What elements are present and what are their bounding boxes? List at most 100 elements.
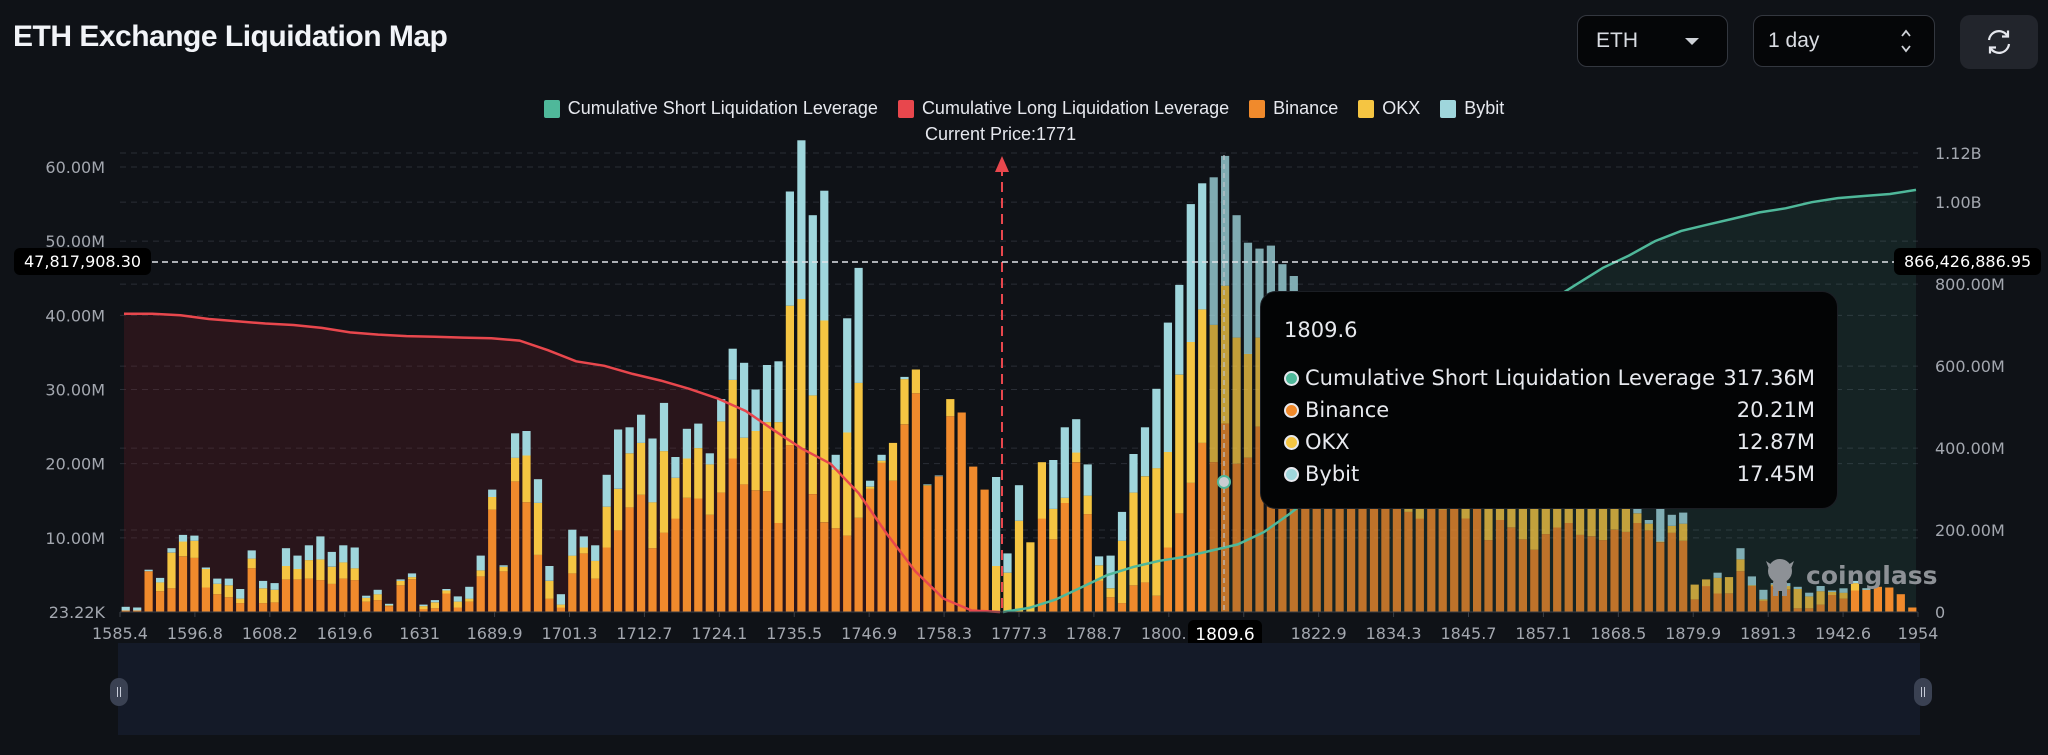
bar-binance	[1518, 539, 1527, 612]
bar-okx	[1140, 476, 1150, 583]
legend-item-long[interactable]: Cumulative Long Liquidation Leverage	[897, 98, 1230, 119]
bar-bybit	[1828, 590, 1837, 592]
bar-binance	[1175, 513, 1184, 612]
bar-binance	[1610, 529, 1619, 612]
bar-okx	[797, 299, 806, 449]
x-axis-tick: 1712.7	[616, 624, 672, 643]
bar-okx	[442, 590, 451, 594]
bar-okx	[224, 585, 233, 598]
bar-okx	[591, 560, 600, 579]
bar-bybit	[740, 362, 749, 438]
bar-binance	[488, 509, 497, 612]
bar-binance	[1782, 589, 1791, 613]
bar-okx	[453, 601, 462, 608]
bar-bybit	[671, 457, 680, 478]
bar-bybit	[1175, 284, 1184, 375]
data-zoom-slider[interactable]	[118, 643, 1920, 735]
zoom-handle-right[interactable]	[1914, 678, 1932, 706]
bar-bybit	[556, 594, 565, 605]
bar-bybit	[751, 389, 760, 431]
bar-binance	[1473, 500, 1482, 613]
bar-okx	[430, 602, 439, 609]
bar-bybit	[568, 529, 577, 556]
bar-binance	[1289, 442, 1298, 612]
bar-okx	[774, 422, 783, 523]
bar-okx	[156, 582, 165, 592]
coin-select[interactable]: ETH	[1577, 15, 1728, 67]
bar-okx	[511, 457, 520, 482]
bar-okx	[281, 566, 291, 580]
bar-binance	[316, 580, 325, 612]
bar-okx	[190, 540, 199, 558]
bar-binance	[465, 601, 474, 612]
bar-okx	[350, 568, 359, 581]
bar-okx	[1805, 596, 1814, 609]
bar-bybit	[831, 454, 840, 470]
bar-okx	[602, 506, 611, 548]
bar-binance	[533, 554, 543, 612]
bar-bybit	[682, 428, 691, 459]
bar-okx	[1072, 452, 1081, 463]
bar-binance	[1896, 594, 1905, 612]
bar-binance	[1209, 462, 1218, 612]
legend-label-long: Cumulative Long Liquidation Leverage	[921, 98, 1230, 118]
bar-bybit	[1232, 215, 1241, 338]
range-select[interactable]: 1 day	[1753, 15, 1935, 67]
left-axis-tick: 30.00M	[45, 381, 105, 400]
legend-item-okx[interactable]: OKX	[1358, 98, 1420, 119]
right-axis-tick: 1.12B	[1935, 144, 1982, 163]
bar-binance	[1404, 511, 1413, 612]
bar-binance	[362, 601, 371, 612]
bar-binance	[934, 476, 943, 612]
chart-tooltip: 1809.6 Cumulative Short Liquidation Leve…	[1260, 291, 1838, 509]
bar-binance	[740, 484, 749, 612]
refresh-button[interactable]	[1960, 15, 2038, 69]
bar-binance	[1163, 547, 1172, 612]
bar-binance	[1885, 587, 1894, 612]
bar-bybit	[1736, 548, 1745, 560]
bar-okx	[213, 583, 222, 595]
bar-bybit	[1049, 460, 1058, 509]
bar-bybit	[1209, 177, 1218, 325]
bar-okx	[1839, 592, 1848, 599]
legend-item-short[interactable]: Cumulative Short Liquidation Leverage	[543, 98, 878, 119]
bar-binance	[1072, 462, 1081, 612]
bar-bybit	[327, 551, 336, 567]
bar-binance	[178, 556, 188, 612]
bar-okx	[785, 305, 794, 446]
legend-item-bybit[interactable]: Bybit	[1440, 98, 1504, 119]
tooltip-dot-short	[1284, 370, 1299, 386]
legend-item-binance[interactable]: Binance	[1249, 98, 1338, 119]
bar-bybit	[1060, 427, 1069, 498]
tooltip-dot-binance	[1284, 402, 1299, 418]
bar-binance	[133, 610, 142, 612]
bar-binance	[373, 600, 382, 612]
bar-bybit	[717, 399, 726, 422]
bar-bybit	[522, 431, 531, 456]
bar-bybit	[820, 190, 829, 321]
tooltip-value: 12.87M	[1736, 430, 1815, 454]
bar-okx	[1255, 337, 1264, 427]
bar-okx	[362, 597, 371, 602]
bar-okx	[1747, 585, 1756, 586]
bar-binance	[1633, 523, 1642, 612]
zoom-handle-left[interactable]	[110, 678, 128, 706]
bar-okx	[1736, 559, 1745, 572]
bar-bybit	[1186, 204, 1195, 342]
bar-binance	[843, 535, 852, 612]
bar-okx	[1243, 353, 1253, 458]
bar-okx	[167, 552, 176, 589]
bar-okx	[911, 369, 920, 394]
bar-binance	[625, 507, 634, 612]
bar-binance	[1507, 527, 1516, 612]
bar-okx	[843, 432, 852, 536]
bar-okx	[831, 469, 840, 529]
bar-okx	[1816, 591, 1825, 605]
bar-binance	[1243, 457, 1253, 612]
right-axis-tick: 400.00M	[1935, 439, 2005, 458]
bar-okx	[1186, 342, 1195, 483]
bar-okx	[762, 422, 772, 492]
legend-label-binance: Binance	[1273, 98, 1339, 118]
bar-binance	[1312, 457, 1321, 612]
bar-okx	[1598, 495, 1608, 541]
